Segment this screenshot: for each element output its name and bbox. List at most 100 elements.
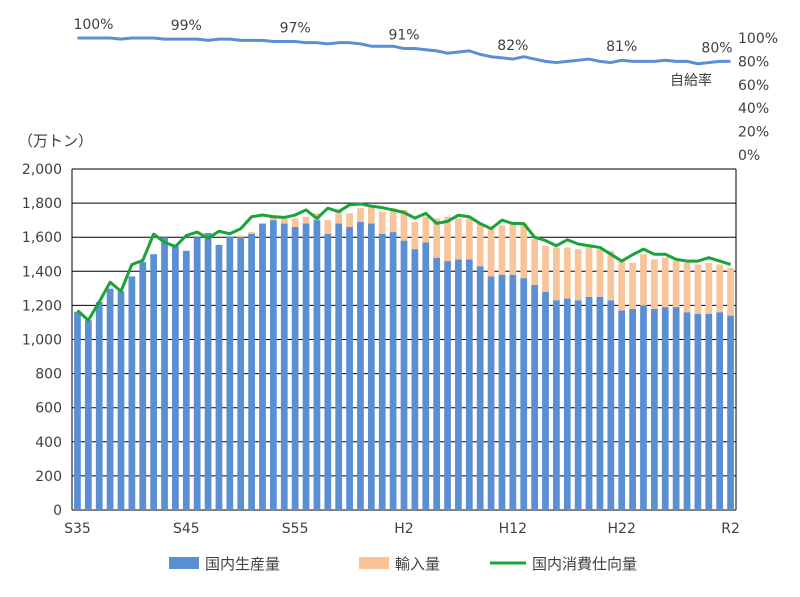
legend-item-imports: 輸入量 bbox=[359, 555, 440, 573]
bar-domestic-production bbox=[629, 308, 636, 510]
bar-imports bbox=[498, 225, 506, 275]
bar-imports bbox=[640, 254, 647, 306]
bar-domestic-production bbox=[335, 223, 343, 510]
bar-domestic-production bbox=[106, 288, 114, 510]
bar-domestic-production bbox=[661, 307, 669, 510]
bar-imports bbox=[705, 262, 713, 314]
bar-imports bbox=[455, 218, 462, 260]
bar-imports bbox=[574, 249, 582, 301]
self-sufficiency-rate-line bbox=[77, 36, 731, 66]
bar-imports bbox=[367, 206, 375, 224]
bar-imports bbox=[716, 264, 724, 313]
rate-annotation: 81% bbox=[606, 39, 637, 55]
bar-domestic-production bbox=[694, 313, 702, 510]
y-tick-label: 400 bbox=[35, 435, 62, 451]
bar-domestic-production bbox=[324, 233, 332, 511]
bar-imports bbox=[302, 216, 310, 224]
bar-domestic-production bbox=[302, 223, 310, 510]
bar-domestic-production bbox=[553, 300, 560, 510]
bar-imports bbox=[357, 208, 364, 222]
bar-domestic-production bbox=[672, 307, 680, 510]
bar-domestic-production bbox=[574, 300, 582, 510]
rate-annotations: 100% 99% 97% 91% 82% 81% 80% bbox=[73, 17, 732, 56]
bar-imports bbox=[629, 262, 636, 309]
bar-domestic-production bbox=[172, 245, 179, 510]
bar-imports bbox=[650, 259, 658, 309]
bar-domestic-production bbox=[237, 237, 245, 510]
bar-domestic-production bbox=[357, 221, 364, 511]
bar-imports bbox=[542, 245, 549, 292]
bar-domestic-production bbox=[683, 312, 691, 510]
bar-imports bbox=[465, 218, 473, 260]
legend: 国内生産量 輸入量 国内消費仕向量 bbox=[169, 555, 637, 573]
bar-domestic-production bbox=[139, 262, 147, 510]
self-sufficiency-rate-chart: 0% 20% 40% 60% 80% 100% 100% 99% 97% 91% 82% 81% 80… bbox=[73, 17, 778, 164]
bar-domestic-production bbox=[455, 259, 462, 510]
bar-imports bbox=[672, 261, 680, 308]
rate-annotation: 91% bbox=[388, 28, 419, 44]
rate-tick-label: 60% bbox=[738, 78, 769, 94]
bar-domestic-production bbox=[596, 296, 604, 510]
y-tick-label: 1,800 bbox=[22, 196, 62, 212]
bar-domestic-production bbox=[585, 296, 593, 510]
bar-domestic-production bbox=[259, 223, 266, 510]
bar-domestic-production bbox=[542, 291, 549, 510]
bar-domestic-production bbox=[716, 312, 724, 510]
bar-imports bbox=[237, 235, 245, 238]
y-tick-label: 1,000 bbox=[22, 333, 62, 349]
self-sufficiency-rate-label: 自給率 bbox=[670, 72, 712, 89]
bar-imports bbox=[727, 267, 734, 316]
legend-label-imports: 輸入量 bbox=[395, 555, 440, 573]
bar-imports bbox=[411, 221, 419, 250]
bar-domestic-production bbox=[444, 261, 451, 510]
x-tick-label: H12 bbox=[499, 521, 527, 537]
rate-tick-label: 20% bbox=[738, 125, 769, 141]
x-axis-ticks: S35 S45 S55 H2 H12 H22 R2 bbox=[64, 521, 740, 537]
x-tick-label: S35 bbox=[64, 521, 91, 537]
bar-imports bbox=[389, 208, 397, 233]
bar-domestic-production bbox=[465, 259, 473, 510]
bar-imports bbox=[346, 213, 353, 227]
x-tick-label: H22 bbox=[608, 521, 636, 537]
bar-domestic-production bbox=[520, 278, 528, 510]
legend-swatch-domestic-production bbox=[169, 557, 199, 569]
y-tick-label: 0 bbox=[53, 503, 62, 519]
stacked-bars bbox=[74, 206, 734, 511]
domestic-consumption-line bbox=[76, 202, 732, 322]
bar-domestic-production bbox=[161, 237, 168, 510]
bar-domestic-production bbox=[215, 244, 223, 510]
rate-annotation: 100% bbox=[73, 17, 113, 33]
bar-imports bbox=[553, 247, 560, 301]
bar-imports bbox=[476, 223, 484, 267]
bar-imports bbox=[433, 218, 441, 258]
bar-domestic-production bbox=[640, 305, 647, 510]
bar-imports bbox=[618, 261, 626, 311]
rate-annotation: 99% bbox=[171, 18, 202, 34]
bar-imports bbox=[683, 262, 691, 313]
bar-domestic-production bbox=[346, 226, 353, 510]
rate-tick-label: 40% bbox=[738, 101, 769, 117]
bar-imports bbox=[444, 216, 451, 262]
bar-domestic-production bbox=[84, 320, 92, 510]
y-tick-label: 1,400 bbox=[22, 264, 62, 280]
y-tick-label: 1,600 bbox=[22, 230, 62, 246]
x-tick-label: S55 bbox=[282, 521, 309, 537]
bar-imports bbox=[422, 216, 430, 243]
bar-domestic-production bbox=[248, 233, 255, 511]
bar-domestic-production bbox=[378, 233, 386, 511]
rate-axis: 0% 20% 40% 60% 80% 100% bbox=[738, 31, 778, 164]
bar-domestic-production bbox=[433, 257, 441, 510]
bar-imports bbox=[607, 250, 615, 301]
y-tick-label: 200 bbox=[35, 469, 62, 485]
bar-domestic-production bbox=[150, 254, 158, 510]
y-tick-label: 600 bbox=[35, 401, 62, 417]
bar-domestic-production bbox=[182, 250, 190, 510]
bar-domestic-production bbox=[117, 291, 125, 510]
y-axis-ticks: 0 200 400 600 800 1,000 1,200 1,400 1,600 1,800 2,… bbox=[22, 162, 62, 519]
bar-imports bbox=[248, 232, 255, 234]
bar-domestic-production bbox=[204, 232, 212, 510]
bar-domestic-production bbox=[531, 284, 538, 510]
bar-domestic-production bbox=[400, 240, 408, 511]
bar-imports bbox=[694, 264, 702, 314]
rate-tick-label: 100% bbox=[738, 31, 778, 47]
